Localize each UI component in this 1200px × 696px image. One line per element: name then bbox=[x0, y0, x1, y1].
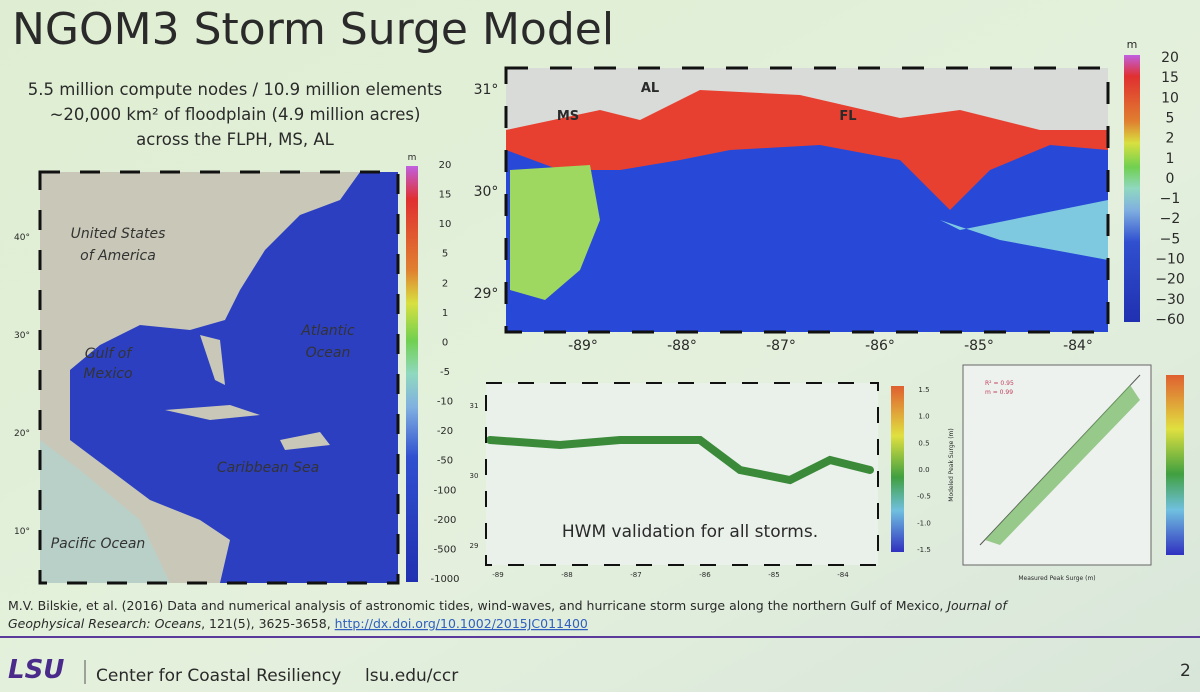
colorbar-label: 0.0 bbox=[918, 466, 929, 474]
colorbar-label: -1.0 bbox=[917, 519, 931, 527]
colorbar-label: 2 bbox=[1166, 131, 1175, 147]
footer-url: lsu.edu/ccr bbox=[365, 666, 458, 686]
colorbar-unit: m bbox=[1127, 38, 1138, 51]
colorbar-label: -0.5 bbox=[917, 493, 931, 501]
lon-label: -88° bbox=[667, 338, 697, 354]
scatter-stat: m = 0.99 bbox=[985, 389, 1013, 396]
lon-label: -86° bbox=[865, 338, 895, 354]
lon-label: -89° bbox=[568, 338, 598, 354]
colorbar-label: −2 bbox=[1160, 211, 1181, 227]
citation-line-2: Geophysical Research: Oceans, 121(5), 36… bbox=[8, 616, 588, 631]
lon-label: -88 bbox=[561, 571, 572, 579]
summary-line: ~20,000 km² of floodplain (4.9 million a… bbox=[50, 105, 421, 124]
colorbar-label: −1 bbox=[1160, 191, 1181, 207]
colorbar-label: 20 bbox=[439, 160, 452, 171]
lat-label: 31° bbox=[474, 82, 499, 98]
colorbar-label: 2 bbox=[442, 278, 448, 289]
colorbar-label: -500 bbox=[434, 544, 457, 555]
state-label: MS bbox=[557, 109, 579, 124]
lon-label: -84° bbox=[1063, 338, 1093, 354]
citation-line-1: M.V. Bilskie, et al. (2016) Data and num… bbox=[8, 598, 1008, 613]
colorbar-label: -1.5 bbox=[917, 546, 931, 554]
y-axis-label: Modeled Peak Surge (m) bbox=[948, 428, 955, 501]
summary-line: across the FLPH, MS, AL bbox=[136, 130, 334, 149]
lat-label: 10° bbox=[14, 527, 30, 537]
lon-label: -87 bbox=[630, 571, 641, 579]
place-label: Mexico bbox=[83, 366, 132, 382]
colorbar-label: -100 bbox=[434, 485, 457, 496]
colorbar-label: −30 bbox=[1155, 292, 1185, 308]
lon-label: -85 bbox=[768, 571, 779, 579]
place-label: Ocean bbox=[306, 345, 351, 361]
colorbar-label: 0 bbox=[442, 337, 448, 348]
colorbar-label: −20 bbox=[1155, 272, 1185, 288]
colorbar-label: 0.5 bbox=[918, 439, 929, 447]
colorbar-label: 20 bbox=[1161, 50, 1179, 66]
top-map bbox=[504, 55, 1140, 334]
colorbar-label: −10 bbox=[1155, 252, 1185, 268]
lat-label: 31 bbox=[470, 402, 479, 410]
x-axis-label: Measured Peak Surge (m) bbox=[1018, 575, 1095, 582]
place-label: of America bbox=[80, 248, 156, 264]
colorbar-label: -200 bbox=[434, 515, 457, 526]
colorbar-label: -10 bbox=[437, 397, 453, 408]
lon-label: -84 bbox=[837, 571, 849, 579]
left-map bbox=[38, 166, 418, 585]
state-label: AL bbox=[641, 81, 659, 96]
page-number: 2 bbox=[1180, 661, 1191, 681]
lat-label: 20° bbox=[14, 429, 30, 439]
place-label: Caribbean Sea bbox=[217, 460, 319, 476]
colorbar-label: 10 bbox=[439, 219, 452, 230]
citation-journal: Geophysical Research: Oceans bbox=[8, 616, 202, 631]
lat-label: 30° bbox=[14, 331, 30, 341]
lat-label: 30° bbox=[474, 184, 499, 200]
colorbar-label: −5 bbox=[1160, 231, 1181, 247]
lon-label: -85° bbox=[964, 338, 994, 354]
colorbar-label: −60 bbox=[1155, 312, 1185, 328]
colorbar-label: 0 bbox=[1166, 171, 1175, 187]
colorbar-label: 5 bbox=[1166, 110, 1175, 126]
colorbar-label: -50 bbox=[437, 456, 453, 467]
colorbar-label: -20 bbox=[437, 426, 453, 437]
hwm-caption: HWM validation for all storms. bbox=[562, 522, 818, 542]
lat-label: 40° bbox=[14, 233, 30, 243]
scatter-stat: R² = 0.95 bbox=[985, 380, 1014, 387]
place-label: Atlantic bbox=[300, 323, 355, 339]
colorbar-label: 1 bbox=[442, 308, 448, 319]
citation-text: M.V. Bilskie, et al. (2016) Data and num… bbox=[8, 598, 943, 613]
colorbar-label: -1000 bbox=[430, 574, 459, 585]
colorbar-label: 1.5 bbox=[918, 386, 929, 394]
place-label: Pacific Ocean bbox=[51, 536, 146, 552]
lat-label: 29° bbox=[474, 286, 499, 302]
place-label: Gulf of bbox=[85, 346, 134, 362]
lat-label: 30 bbox=[470, 472, 479, 480]
citation-journal: Journal of bbox=[944, 598, 1008, 613]
summary-line: 5.5 million compute nodes / 10.9 million… bbox=[28, 80, 442, 99]
colorbar-label: 10 bbox=[1161, 90, 1179, 106]
citation-details: , 121(5), 3625-3658, bbox=[201, 616, 331, 631]
colorbar-label: 5 bbox=[442, 249, 448, 260]
colorbar-label: 1.0 bbox=[918, 413, 929, 421]
citation-link[interactable]: http://dx.doi.org/10.1002/2015JC011400 bbox=[335, 616, 588, 631]
lon-label: -87° bbox=[766, 338, 796, 354]
colorbar-label: 1 bbox=[1166, 151, 1175, 167]
place-label: United States bbox=[71, 226, 166, 242]
hwm-map bbox=[485, 382, 904, 566]
title: NGOM3 Storm Surge Model bbox=[12, 4, 614, 55]
lon-label: -86 bbox=[699, 571, 711, 579]
scatter-panel bbox=[962, 364, 1184, 566]
colorbar-label: 15 bbox=[439, 190, 452, 201]
logo: LSU bbox=[8, 655, 64, 685]
footer-center: Center for Coastal Resiliency bbox=[96, 666, 341, 686]
colorbar-label: 15 bbox=[1161, 70, 1179, 86]
colorbar-unit: m bbox=[408, 153, 417, 163]
colorbar-label: -5 bbox=[440, 367, 450, 378]
lat-label: 29 bbox=[470, 542, 479, 550]
lon-label: -89 bbox=[492, 571, 503, 579]
state-label: FL bbox=[839, 109, 856, 124]
